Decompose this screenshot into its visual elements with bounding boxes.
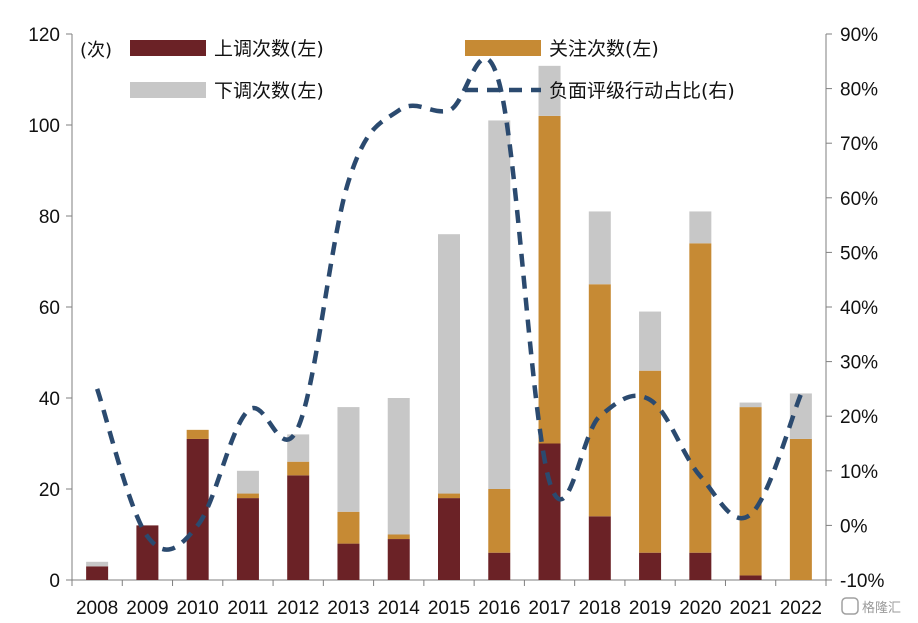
bar-up-2009 [136, 525, 159, 580]
bar-watch-2010 [186, 429, 209, 439]
bar-down-2015 [438, 234, 460, 494]
x-tick-label: 2008 [76, 598, 118, 619]
right-tick-label: 10% [840, 462, 878, 483]
right-tick-label: 30% [840, 353, 878, 374]
bar-watch-2011 [236, 493, 259, 499]
right-tick-label: 70% [840, 134, 878, 155]
bar-watch-2013 [337, 511, 360, 544]
x-tick-label: 2022 [780, 598, 822, 619]
bar-down-2016 [488, 120, 511, 489]
bar-down-2013 [337, 407, 360, 512]
right-tick-label: 0% [840, 516, 868, 537]
bar-watch-2017 [538, 115, 561, 444]
right-tick-label: 40% [840, 298, 878, 319]
x-tick-label: 2010 [177, 598, 219, 619]
legend-label-1: 关注次数(左) [549, 38, 659, 60]
x-tick-label: 2014 [378, 598, 421, 619]
legend-swatch-2 [130, 82, 206, 98]
bar-up-2015 [438, 498, 460, 580]
x-tick-label: 2011 [228, 598, 269, 619]
legend-swatch-0 [130, 40, 206, 56]
bar-down-2017 [538, 65, 561, 116]
bar-watch-2020 [689, 243, 712, 553]
watermark-logo-icon [841, 597, 859, 615]
legend-label-3: 负面评级行动占比(右) [549, 80, 735, 102]
bar-down-2008 [86, 561, 109, 567]
x-tick-label: 2012 [277, 598, 319, 619]
bars [86, 65, 812, 580]
bar-watch-2021 [739, 407, 762, 576]
left-tick-label: 120 [28, 25, 60, 46]
bar-down-2020 [689, 211, 712, 244]
x-tick-label: 2016 [478, 598, 520, 619]
axes: 0 20 40 60 80 100 120 -10% 0% 10% 20% 30% 40% 50% 60% 7… [28, 25, 884, 619]
x-tick-label: 2020 [679, 598, 721, 619]
x-tick-label: 2015 [428, 598, 470, 619]
bar-up-2012 [287, 475, 310, 580]
bar-up-2019 [639, 552, 662, 580]
right-tick-label: 20% [840, 407, 878, 428]
right-tick-label: 80% [840, 80, 878, 101]
bar-watch-2015 [438, 493, 460, 499]
legend: 上调次数(左) 关注次数(左) 下调次数(左) 负面评级行动占比(右) [130, 38, 735, 102]
watermark: 格隆汇 [841, 597, 901, 616]
bar-watch-2019 [639, 370, 662, 553]
watermark-text: 格隆汇 [862, 600, 901, 616]
x-tick-label: 2013 [327, 598, 369, 619]
x-tick-label: 2021 [729, 598, 771, 619]
bar-up-2021 [739, 575, 762, 580]
legend-swatch-1 [465, 40, 541, 56]
left-axis-unit: (次) [80, 40, 112, 61]
bar-down-2018 [588, 211, 611, 285]
bar-up-2014 [387, 539, 410, 580]
bar-up-2008 [86, 566, 109, 580]
x-tick-label: 2009 [126, 598, 168, 619]
line-negative-ratio [95, 56, 803, 552]
bar-up-2016 [488, 552, 511, 580]
right-tick-label: 50% [840, 243, 878, 264]
bar-watch-2022 [789, 438, 812, 580]
bar-up-2013 [337, 543, 360, 580]
bar-up-2010 [186, 438, 209, 580]
bar-down-2021 [739, 402, 762, 408]
legend-label-2: 下调次数(左) [214, 80, 324, 102]
bar-down-2012 [287, 434, 310, 462]
left-tick-label: 100 [28, 116, 60, 137]
x-tick-label: 2019 [629, 598, 671, 619]
bar-up-2020 [689, 552, 712, 580]
right-tick-label: -10% [840, 571, 884, 592]
right-tick-label: 90% [840, 25, 878, 46]
left-tick-label: 80 [39, 207, 60, 228]
x-tick-label: 2017 [528, 598, 570, 619]
left-tick-label: 0 [49, 571, 60, 592]
bar-watch-2016 [488, 489, 511, 553]
legend-label-0: 上调次数(左) [214, 38, 324, 60]
bar-watch-2018 [588, 284, 611, 517]
x-tick-label: 2018 [579, 598, 621, 619]
left-tick-label: 40 [39, 389, 60, 410]
bar-down-2014 [387, 398, 410, 535]
left-tick-label: 20 [39, 480, 60, 501]
bar-watch-2014 [387, 534, 410, 540]
bar-up-2018 [588, 516, 611, 580]
bar-up-2017 [538, 443, 561, 580]
bar-down-2019 [639, 311, 662, 371]
left-tick-label: 60 [39, 298, 60, 319]
bar-watch-2012 [287, 461, 310, 476]
line-series [95, 56, 803, 552]
bar-up-2011 [236, 498, 259, 580]
right-tick-label: 60% [840, 189, 878, 210]
bar-down-2011 [236, 470, 259, 494]
